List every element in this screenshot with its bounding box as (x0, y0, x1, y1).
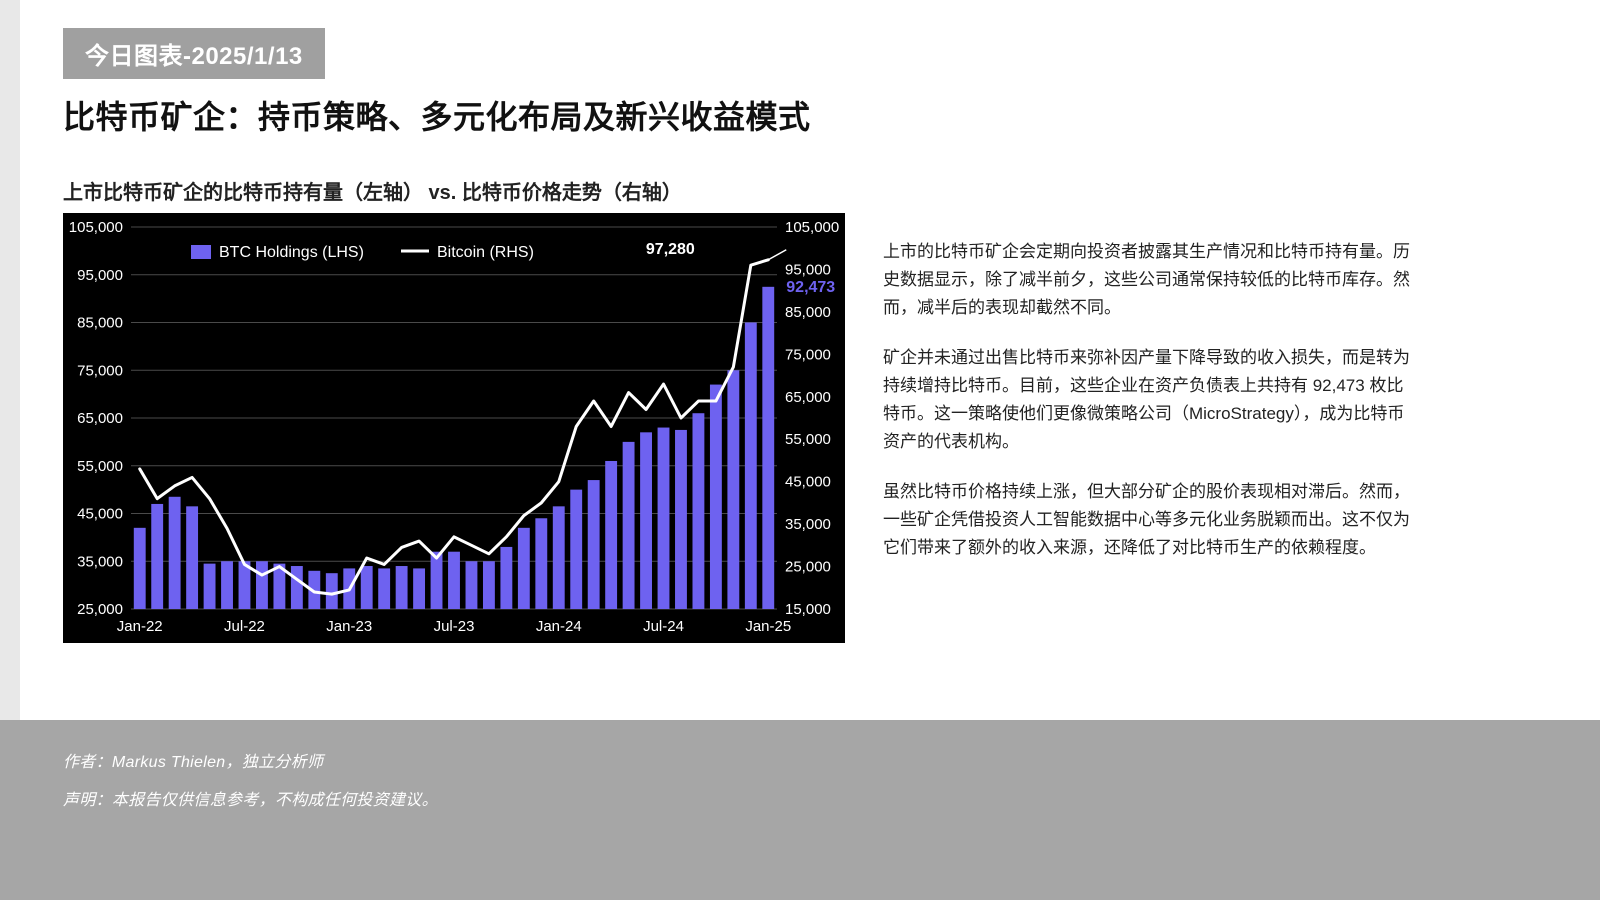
svg-text:55,000: 55,000 (785, 431, 831, 448)
svg-text:Bitcoin (RHS): Bitcoin (RHS) (437, 244, 534, 261)
chart-svg: 25,000 35,000 45,000 55,000 65,000 75,000 85,0… (63, 213, 845, 643)
date-badge: 今日图表-2025/1/13 (63, 28, 325, 79)
svg-text:25,000: 25,000 (785, 559, 831, 576)
body-p3: 虽然比特币价格持续上涨，但大部分矿企的股价表现相对滞后。然而，一些矿企凭借投资人… (883, 478, 1413, 562)
svg-text:Jul-22: Jul-22 (224, 618, 265, 635)
svg-text:Jul-23: Jul-23 (434, 618, 475, 635)
chart-title: 上市比特币矿企的比特币持有量（左轴） vs. 比特币价格走势（右轴） (63, 176, 682, 205)
svg-text:55,000: 55,000 (77, 458, 123, 475)
svg-text:97,280: 97,280 (646, 241, 695, 258)
footer-disclaimer: 声明：本报告仅供信息参考，不构成任何投资建议。 (63, 786, 1600, 810)
svg-text:65,000: 65,000 (77, 410, 123, 427)
svg-text:35,000: 35,000 (785, 516, 831, 533)
svg-text:Jul-24: Jul-24 (643, 618, 684, 635)
svg-text:105,000: 105,000 (785, 219, 839, 236)
footer: 作者：Markus Thielen，独立分析师 声明：本报告仅供信息参考，不构成… (0, 720, 1600, 900)
svg-text:65,000: 65,000 (785, 389, 831, 406)
svg-text:BTC Holdings (LHS): BTC Holdings (LHS) (219, 244, 364, 261)
svg-text:85,000: 85,000 (785, 304, 831, 321)
svg-text:Jan-22: Jan-22 (117, 618, 163, 635)
svg-text:35,000: 35,000 (77, 553, 123, 570)
left-stripe (0, 0, 20, 720)
svg-text:Jan-23: Jan-23 (326, 618, 372, 635)
footer-content: 作者：Markus Thielen，独立分析师 声明：本报告仅供信息参考，不构成… (0, 720, 1600, 810)
footer-author: 作者：Markus Thielen，独立分析师 (63, 748, 1600, 772)
page-title: 比特币矿企：持币策略、多元化布局及新兴收益模式 (63, 92, 811, 138)
svg-text:Jan-25: Jan-25 (745, 618, 791, 635)
body-p2: 矿企并未通过出售比特币来弥补因产量下降导致的收入损失，而是转为持续增持比特币。目… (883, 344, 1413, 456)
body-p1: 上市的比特币矿企会定期向投资者披露其生产情况和比特币持有量。历史数据显示，除了减… (883, 238, 1413, 322)
svg-text:75,000: 75,000 (785, 346, 831, 363)
svg-text:85,000: 85,000 (77, 315, 123, 332)
svg-text:92,473: 92,473 (786, 279, 835, 296)
page-root: 今日图表-2025/1/13 比特币矿企：持币策略、多元化布局及新兴收益模式 上… (0, 0, 1600, 900)
svg-text:45,000: 45,000 (785, 474, 831, 491)
svg-text:25,000: 25,000 (77, 601, 123, 618)
svg-text:95,000: 95,000 (77, 267, 123, 284)
svg-text:45,000: 45,000 (77, 506, 123, 523)
svg-text:Jan-24: Jan-24 (536, 618, 582, 635)
svg-text:105,000: 105,000 (69, 219, 123, 236)
svg-text:75,000: 75,000 (77, 362, 123, 379)
svg-text:95,000: 95,000 (785, 261, 831, 278)
chart-container: 25,000 35,000 45,000 55,000 65,000 75,000 85,0… (63, 213, 845, 643)
body-text: 上市的比特币矿企会定期向投资者披露其生产情况和比特币持有量。历史数据显示，除了减… (883, 238, 1413, 584)
svg-text:15,000: 15,000 (785, 601, 831, 618)
